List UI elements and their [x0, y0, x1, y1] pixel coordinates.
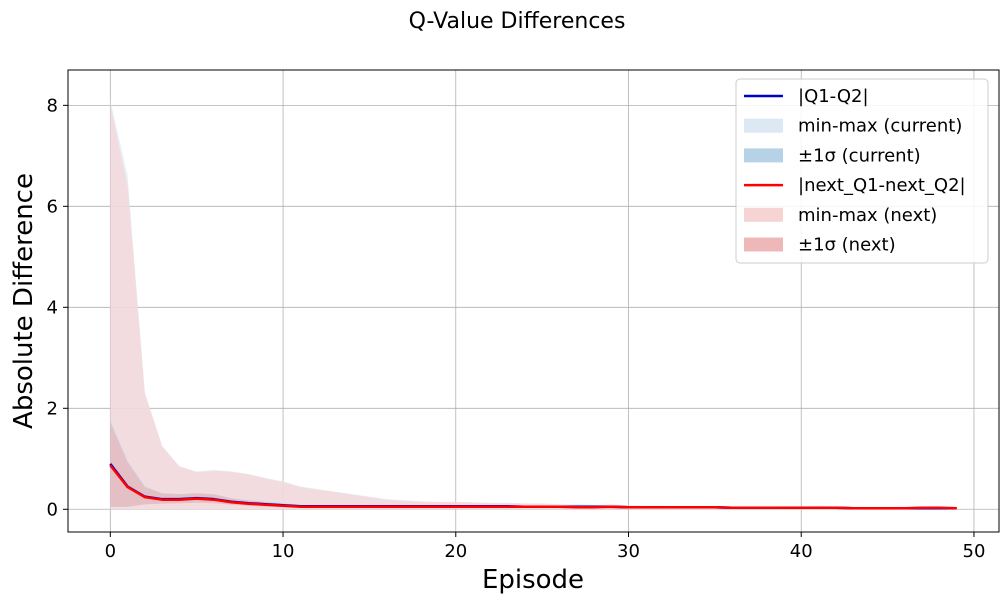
- legend-label: |Q1-Q2|: [798, 86, 869, 107]
- x-tick-label: 40: [790, 541, 813, 562]
- y-tick-label: 4: [47, 297, 58, 318]
- plot-frame: [67, 69, 1000, 533]
- legend-swatch-patch: [744, 237, 783, 252]
- std-band-next: [110, 423, 957, 509]
- legend-swatch-patch: [744, 118, 783, 133]
- x-tick-label: 20: [444, 541, 467, 562]
- legend-label: min-max (next): [798, 205, 937, 226]
- legend-label: ±1σ (next): [798, 235, 896, 256]
- legend-label: ±1σ (current): [798, 145, 921, 166]
- legend-label: |next_Q1-next_Q2|: [798, 175, 966, 196]
- x-tick-label: 0: [105, 541, 116, 562]
- tick-layer: 0 10 20 30 40 50 0 2 4 6 8: [47, 95, 986, 562]
- legend-box: [735, 78, 989, 264]
- legend-label: min-max (current): [798, 116, 962, 137]
- y-tick-label: 0: [47, 499, 58, 520]
- legend-swatch-patch: [744, 148, 783, 163]
- x-axis-label: Episode: [482, 565, 584, 595]
- y-axis-label: Absolute Difference: [9, 173, 39, 429]
- x-tick-label: 30: [617, 541, 640, 562]
- y-tick-label: 2: [47, 398, 58, 419]
- y-tick-label: 6: [47, 196, 58, 217]
- legend: |Q1-Q2| min-max (current) ±1σ (current) |ne…: [735, 78, 989, 264]
- series-line-next: [109, 464, 957, 510]
- x-tick-label: 50: [963, 541, 986, 562]
- x-tick-label: 10: [272, 541, 295, 562]
- legend-swatch-patch: [744, 207, 783, 222]
- line-layer: [109, 463, 957, 510]
- y-tick-label: 8: [47, 95, 58, 116]
- chart-title: Q-Value Differences: [409, 9, 626, 34]
